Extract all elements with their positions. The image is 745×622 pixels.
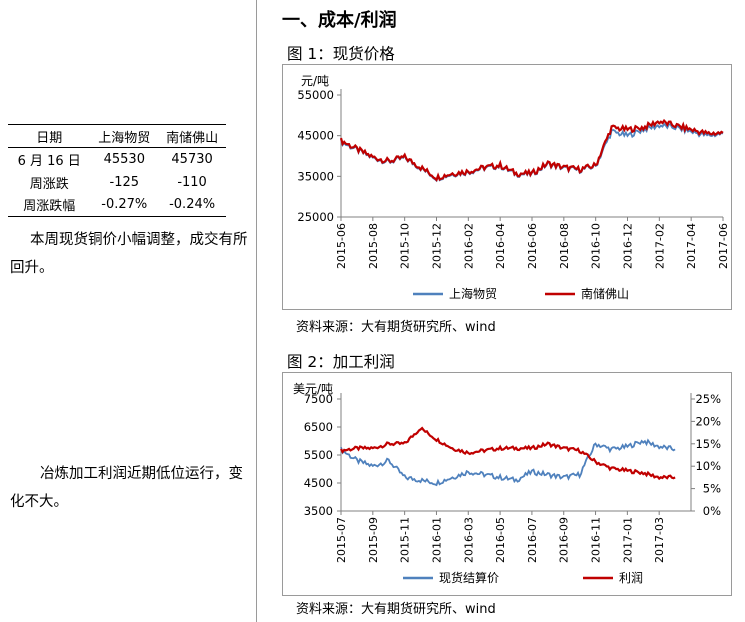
table-row: 周涨跌幅 -0.27% -0.24%: [8, 193, 226, 217]
x-tick-label: 2015-07: [335, 517, 348, 563]
x-tick-label: 2015-12: [431, 223, 444, 269]
x-tick-label: 2016-12: [622, 223, 635, 269]
y-tick-label: 4500: [304, 476, 333, 490]
x-tick-label: 2015-10: [399, 223, 412, 269]
table-cell: -110: [177, 174, 207, 190]
table-cell: 周涨跌幅: [8, 193, 91, 217]
y2-tick-label: 25%: [695, 392, 721, 406]
table-cell: 45730: [171, 151, 213, 167]
table-cell: -0.27%: [90, 193, 159, 217]
x-tick-label: 2015-08: [367, 223, 380, 269]
commentary-paragraph: 本周现货铜价小幅调整，成交有所回升。: [10, 232, 248, 276]
table-cell: 6 月 16 日: [17, 153, 81, 169]
column-divider: [256, 0, 257, 622]
section-title: 一、成本/利润: [282, 10, 397, 31]
y-tick-label: 7500: [304, 392, 333, 406]
x-tick-label: 2016-08: [558, 223, 571, 269]
source-note: 资料来源：大有期货研究所、wind: [296, 602, 496, 617]
price-table: 日期 上海物贸 南储佛山 6 月 16 日 45530 45730 周涨跌 -1…: [8, 124, 226, 217]
y-tick-label: 35000: [297, 169, 334, 183]
chart-frame: 美元/吨 3500 4500 5500 6500 7500 0% 5% 10% 15% 20% 25%…: [282, 372, 732, 596]
y2-tick-label: 20%: [695, 414, 721, 428]
x-tick-label: 2015-11: [399, 517, 412, 563]
table-header: 南储佛山: [158, 124, 226, 148]
x-tick-label: 2017-02: [653, 223, 666, 269]
x-tick-label: 2016-05: [494, 517, 507, 563]
series-line-nanchu: [339, 118, 724, 182]
x-tick-label: 2016-03: [462, 517, 475, 563]
x-tick-label: 2016-04: [494, 223, 507, 269]
commentary-paragraph: 冶炼加工利润近期低位运行，变化不大。: [10, 466, 243, 510]
x-tick-label: 2015-06: [335, 223, 348, 269]
left-column: 日期 上海物贸 南储佛山 6 月 16 日 45530 45730 周涨跌 -1…: [0, 0, 256, 622]
processing-profit-chart: 美元/吨 3500 4500 5500 6500 7500 0% 5% 10% 15% 20% 25%…: [293, 382, 721, 585]
x-tick-label: 2015-09: [367, 517, 380, 563]
y-tick-label: 5500: [304, 448, 333, 462]
legend-label: 上海物贸: [449, 286, 497, 301]
x-tick-label: 2017-06: [717, 223, 730, 269]
table-row: 6 月 16 日 45530 45730: [8, 148, 226, 171]
x-tick-label: 2016-01: [430, 517, 443, 563]
table-row: 周涨跌 -125 -110: [8, 171, 226, 194]
spot-price-chart: 元/吨 25000 35000 45000 55000 2015-06 2015-08 201…: [297, 74, 730, 301]
x-tick-label: 2017-01: [621, 517, 634, 563]
y2-tick-label: 0%: [703, 504, 721, 518]
x-tick-label: 2016-06: [526, 223, 539, 269]
table-cell: -125: [109, 174, 140, 190]
y-tick-label: 3500: [304, 504, 333, 518]
x-tick-label: 2016-02: [462, 223, 475, 269]
source-note: 资料来源：大有期货研究所、wind: [296, 320, 496, 335]
y-tick-label: 55000: [297, 88, 334, 102]
table-header-row: 日期 上海物贸 南储佛山: [8, 124, 226, 148]
y-axis-label: 元/吨: [301, 74, 329, 88]
legend-label: 南储佛山: [581, 286, 629, 301]
y2-tick-label: 5%: [703, 482, 721, 496]
table-header: 日期: [8, 124, 91, 148]
series-line-profit: [340, 426, 676, 481]
x-tick-label: 2016-07: [526, 517, 539, 563]
y-tick-label: 6500: [304, 420, 333, 434]
legend-label: 利润: [619, 571, 643, 585]
y-tick-label: 45000: [297, 129, 334, 143]
x-tick-label: 2017-03: [653, 517, 666, 563]
x-tick-label: 2017-04: [685, 223, 698, 269]
y-tick-label: 25000: [297, 210, 334, 224]
y2-tick-label: 15%: [695, 437, 721, 451]
legend-label: 现货结算价: [439, 570, 499, 585]
y2-tick-label: 10%: [695, 459, 721, 473]
table-header: 上海物贸: [90, 124, 159, 148]
x-tick-label: 2016-09: [558, 517, 571, 563]
table-cell: -0.24%: [158, 193, 226, 217]
y-axis-label: 美元/吨: [293, 382, 333, 396]
chart-frame: 元/吨 25000 35000 45000 55000 2015-06 2015-08 201…: [282, 64, 732, 310]
figure-title: 图 1：现货价格: [287, 45, 395, 63]
x-tick-label: 2016-11: [590, 517, 603, 563]
series-line-price: [340, 438, 676, 487]
table-cell: 45530: [103, 151, 145, 167]
x-tick-label: 2016-10: [590, 223, 603, 269]
table-cell: 周涨跌: [29, 176, 69, 192]
figure-title: 图 2：加工利润: [287, 353, 395, 371]
